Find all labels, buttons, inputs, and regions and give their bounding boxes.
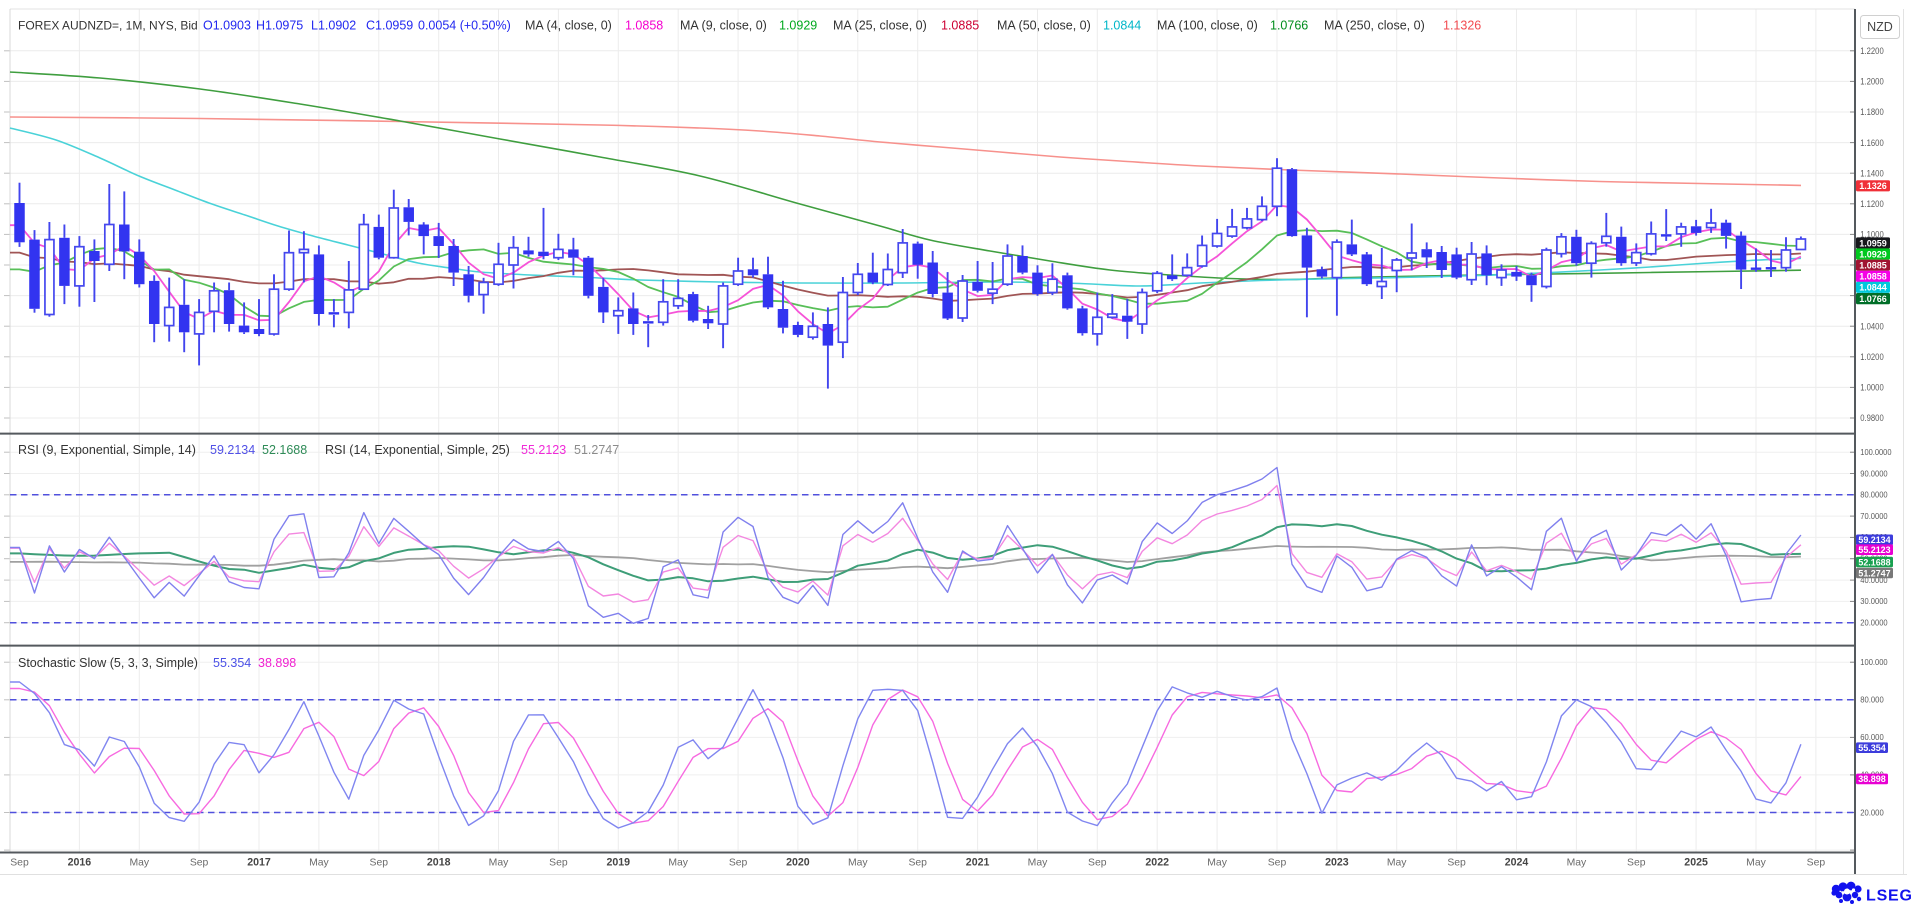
svg-text:1.1000: 1.1000 xyxy=(1860,230,1883,240)
svg-text:2018: 2018 xyxy=(427,857,451,869)
svg-text:May: May xyxy=(1567,858,1587,869)
svg-text:1.0000: 1.0000 xyxy=(1860,383,1883,393)
svg-text:60.000: 60.000 xyxy=(1860,733,1884,742)
svg-text:1.0766: 1.0766 xyxy=(1270,19,1308,33)
svg-text:May: May xyxy=(1207,858,1227,869)
svg-text:H1.0975: H1.0975 xyxy=(256,19,303,33)
svg-text:2025: 2025 xyxy=(1684,857,1708,869)
svg-text:1.2000: 1.2000 xyxy=(1860,77,1883,87)
svg-text:FOREX AUDNZD=, 1M, NYS, Bid: FOREX AUDNZD=, 1M, NYS, Bid xyxy=(18,19,198,33)
svg-text:RSI (14, Exponential, Simple,: RSI (14, Exponential, Simple, 25) xyxy=(325,443,510,457)
svg-text:1.0929: 1.0929 xyxy=(779,19,817,33)
svg-text:20.0000: 20.0000 xyxy=(1860,619,1888,628)
svg-text:1.1800: 1.1800 xyxy=(1860,107,1883,117)
svg-text:1.1400: 1.1400 xyxy=(1860,168,1883,178)
svg-text:May: May xyxy=(129,858,149,869)
svg-text:MA (25, close, 0): MA (25, close, 0) xyxy=(833,19,927,33)
svg-text:1.2200: 1.2200 xyxy=(1860,46,1883,56)
svg-text:38.898: 38.898 xyxy=(258,656,296,670)
svg-text:May: May xyxy=(848,858,868,869)
svg-text:MA (250, close, 0): MA (250, close, 0) xyxy=(1324,19,1425,33)
svg-text:MA (9, close, 0): MA (9, close, 0) xyxy=(680,19,767,33)
svg-text:2020: 2020 xyxy=(786,857,810,869)
svg-text:L1.0902: L1.0902 xyxy=(311,19,356,33)
svg-text:2023: 2023 xyxy=(1325,857,1349,869)
svg-text:Sep: Sep xyxy=(1627,858,1646,869)
svg-text:Sep: Sep xyxy=(908,858,927,869)
svg-text:2024: 2024 xyxy=(1505,857,1529,869)
svg-text:May: May xyxy=(309,858,329,869)
svg-text:Sep: Sep xyxy=(370,858,389,869)
svg-text:51.2747: 51.2747 xyxy=(1858,568,1890,578)
svg-text:May: May xyxy=(1387,858,1407,869)
svg-text:1.1326: 1.1326 xyxy=(1859,181,1887,192)
svg-text:NZD: NZD xyxy=(1867,20,1893,34)
svg-text:52.1688: 52.1688 xyxy=(262,443,307,457)
svg-text:55.2123: 55.2123 xyxy=(1858,545,1890,555)
svg-text:1.0766: 1.0766 xyxy=(1859,294,1887,305)
svg-text:MA (4, close, 0): MA (4, close, 0) xyxy=(525,19,612,33)
svg-text:Sep: Sep xyxy=(1088,858,1107,869)
svg-text:1.0858: 1.0858 xyxy=(1859,272,1887,283)
svg-text:Sep: Sep xyxy=(1807,858,1826,869)
svg-text:May: May xyxy=(1746,858,1766,869)
svg-text:38.898: 38.898 xyxy=(1858,774,1886,784)
svg-text:1.0885: 1.0885 xyxy=(1859,261,1887,272)
svg-text:52.1688: 52.1688 xyxy=(1858,557,1890,567)
svg-text:2022: 2022 xyxy=(1145,857,1169,869)
svg-text:90.0000: 90.0000 xyxy=(1860,469,1888,478)
svg-text:LSEG: LSEG xyxy=(1866,888,1913,905)
svg-text:55.2123: 55.2123 xyxy=(521,443,566,457)
svg-text:Sep: Sep xyxy=(190,858,209,869)
svg-text:2019: 2019 xyxy=(607,857,631,869)
svg-text:2017: 2017 xyxy=(247,857,271,869)
svg-text:MA (50, close, 0): MA (50, close, 0) xyxy=(997,19,1091,33)
svg-text:55.354: 55.354 xyxy=(213,656,251,670)
svg-text:May: May xyxy=(668,858,688,869)
svg-text:2016: 2016 xyxy=(68,857,92,869)
svg-text:Sep: Sep xyxy=(10,858,29,869)
svg-text:0.0054 (+0.50%): 0.0054 (+0.50%) xyxy=(418,19,511,33)
svg-text:80.000: 80.000 xyxy=(1860,696,1884,705)
svg-text:1.0844: 1.0844 xyxy=(1103,19,1141,33)
svg-text:1.1600: 1.1600 xyxy=(1860,138,1883,148)
svg-text:80.0000: 80.0000 xyxy=(1860,491,1888,500)
svg-text:1.0885: 1.0885 xyxy=(941,19,979,33)
svg-text:1.0844: 1.0844 xyxy=(1859,283,1887,294)
svg-text:30.0000: 30.0000 xyxy=(1860,597,1888,606)
svg-text:Stochastic Slow (5, 3, 3, Simp: Stochastic Slow (5, 3, 3, Simple) xyxy=(18,656,198,670)
svg-text:20.000: 20.000 xyxy=(1860,808,1884,817)
svg-text:100.0000: 100.0000 xyxy=(1860,448,1892,457)
svg-text:70.0000: 70.0000 xyxy=(1860,512,1888,521)
svg-text:59.2134: 59.2134 xyxy=(1858,535,1890,545)
svg-text:59.2134: 59.2134 xyxy=(210,443,255,457)
svg-text:51.2747: 51.2747 xyxy=(574,443,619,457)
svg-text:0.9800: 0.9800 xyxy=(1860,413,1883,423)
svg-text:O1.0903: O1.0903 xyxy=(203,19,251,33)
svg-text:Sep: Sep xyxy=(1268,858,1287,869)
svg-text:55.354: 55.354 xyxy=(1858,743,1886,753)
svg-text:1.1326: 1.1326 xyxy=(1443,19,1481,33)
svg-text:Sep: Sep xyxy=(1447,858,1466,869)
svg-text:May: May xyxy=(489,858,509,869)
svg-text:1.0200: 1.0200 xyxy=(1860,352,1883,362)
svg-text:1.0929: 1.0929 xyxy=(1859,249,1887,260)
svg-text:Sep: Sep xyxy=(729,858,748,869)
svg-text:2021: 2021 xyxy=(966,857,990,869)
svg-text:1.0959: 1.0959 xyxy=(1859,238,1887,249)
svg-text:1.1200: 1.1200 xyxy=(1860,199,1883,209)
svg-text:MA (100, close, 0): MA (100, close, 0) xyxy=(1157,19,1258,33)
svg-text:Sep: Sep xyxy=(549,858,568,869)
svg-text:1.0400: 1.0400 xyxy=(1860,321,1883,331)
svg-text:100.000: 100.000 xyxy=(1860,658,1888,667)
svg-text:May: May xyxy=(1028,858,1048,869)
svg-text:1.0858: 1.0858 xyxy=(625,19,663,33)
svg-text:C1.0959: C1.0959 xyxy=(366,19,413,33)
svg-text:RSI (9, Exponential, Simple, 1: RSI (9, Exponential, Simple, 14) xyxy=(18,443,196,457)
svg-text:40.0000: 40.0000 xyxy=(1860,576,1888,585)
